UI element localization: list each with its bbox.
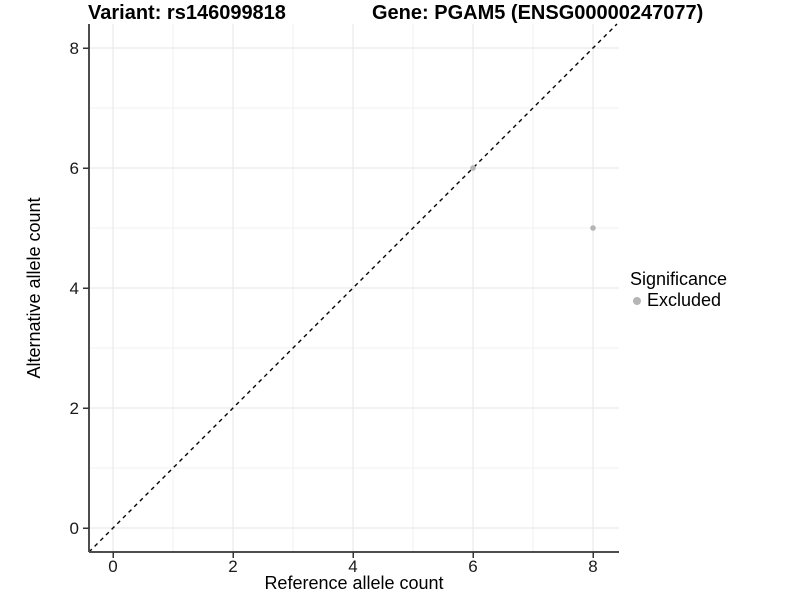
axes-layer: 0 2 4 6 8 0 2 4 6 8: [70, 24, 619, 576]
legend-key-dot: [633, 296, 641, 305]
x-tick-label: 2: [228, 557, 237, 576]
gridlines-layer: [89, 24, 619, 552]
data-point: [590, 225, 596, 231]
y-tick-label: 2: [70, 399, 79, 418]
x-axis-title: Reference allele count: [264, 573, 443, 593]
y-tick-label: 8: [70, 39, 79, 58]
data-point: [470, 165, 476, 171]
x-tick-label: 8: [588, 557, 597, 576]
y-tick-label: 0: [70, 519, 79, 538]
gene-title: Gene: PGAM5 (ENSG00000247077): [372, 2, 703, 24]
legend-items: Excluded: [630, 290, 795, 311]
data-points-layer: [470, 165, 596, 231]
x-tick-label: 6: [468, 557, 477, 576]
y-tick-label: 6: [70, 159, 79, 178]
x-tick-label: 0: [108, 557, 117, 576]
legend-title: Significance: [630, 269, 728, 289]
x-tick-label: 4: [348, 557, 357, 576]
y-axis-title: Alternative allele count: [24, 197, 44, 378]
legend: Significance Excluded: [630, 268, 795, 311]
variant-title: Variant: rs146099818: [88, 2, 286, 24]
y-tick-label: 4: [70, 279, 79, 298]
legend-item-label: Excluded: [647, 290, 722, 310]
legend-item: Excluded: [630, 290, 795, 311]
